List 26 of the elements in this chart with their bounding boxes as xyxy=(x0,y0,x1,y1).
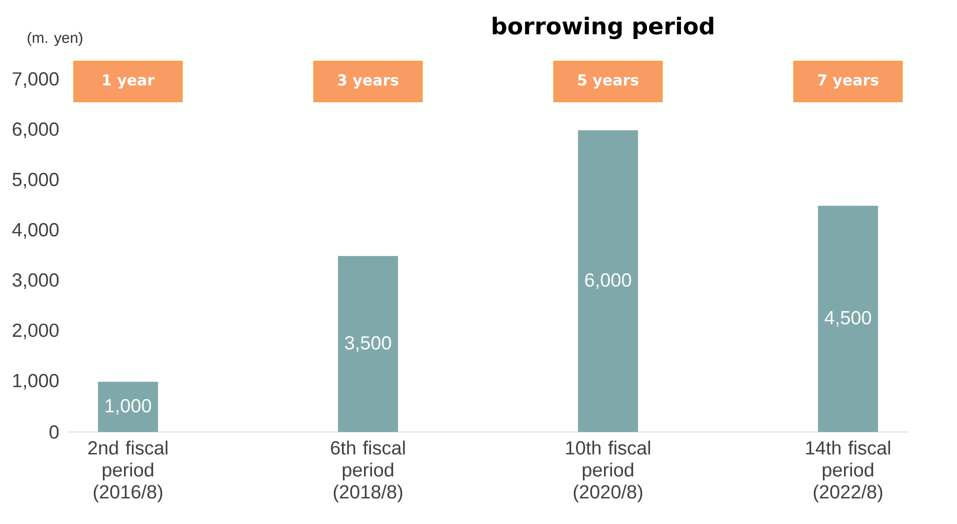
y-tick-label: 7,000 xyxy=(12,72,59,88)
data-label: 1,000 xyxy=(106,398,152,415)
y-axis-title: (m. yen) xyxy=(28,32,82,46)
y-tick-label: 2,000 xyxy=(12,324,59,340)
annotation: 7 years xyxy=(818,74,878,89)
y-tick-label: 0 xyxy=(50,425,59,439)
annotation: 5 years xyxy=(578,74,638,89)
data-label: 4,500 xyxy=(824,311,872,327)
y-tick-label: 1,000 xyxy=(13,374,59,390)
bar xyxy=(98,382,158,432)
annotation: 1 year xyxy=(103,74,155,89)
data-label: 3,500 xyxy=(344,336,392,352)
y-tick-label: 6,000 xyxy=(12,122,59,138)
x-tick-label: 10th fiscal period (2020/8) xyxy=(566,440,650,502)
x-tick-label: 14th fiscal period (2022/8) xyxy=(806,440,890,502)
y-tick-label: 4,000 xyxy=(12,223,59,239)
bar xyxy=(818,206,878,432)
x-tick-label: 6th fiscal period (2018/8) xyxy=(330,440,405,502)
y-tick-label: 5,000 xyxy=(12,172,59,188)
annotation: 3 years xyxy=(338,74,398,89)
bar xyxy=(338,256,398,432)
data-label: 6,000 xyxy=(585,273,632,289)
y-tick-label: 3,000 xyxy=(12,273,59,289)
bar xyxy=(578,130,638,432)
chart-title: borrowing period xyxy=(492,16,714,40)
x-tick-label: 2nd fiscal period (2016/8) xyxy=(88,440,168,502)
